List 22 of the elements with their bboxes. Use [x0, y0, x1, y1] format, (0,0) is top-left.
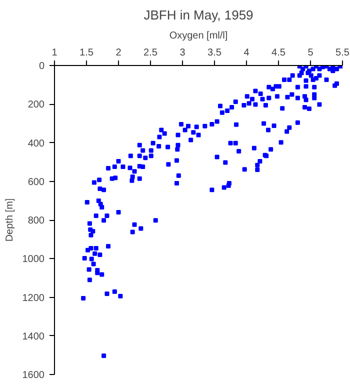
- y-tick-label: 1400: [22, 331, 45, 342]
- y-tick-label: 800: [28, 216, 45, 226]
- y-axis-title: Depth [m]: [4, 198, 16, 242]
- x-tick-label: 3.5: [208, 48, 222, 58]
- y-tick-label: 600: [28, 176, 45, 188]
- x-tick-label: 1: [52, 48, 58, 58]
- x-tick-label: 5.5: [336, 48, 350, 58]
- x-tick-label: 3: [180, 48, 186, 58]
- chart-title: JBFH in May, 1959: [144, 8, 254, 22]
- x-tick-label: 4: [244, 48, 250, 58]
- y-tick-label: 200: [28, 100, 45, 111]
- x-tick-label: 1.5: [80, 48, 94, 58]
- x-tick-label: 5: [308, 48, 314, 58]
- y-tick-label: 0: [38, 61, 45, 72]
- y-tick-label: 1600: [22, 370, 45, 381]
- y-tick-label: 400: [28, 138, 45, 150]
- x-axis-title: Oxygen [ml/l]: [169, 30, 228, 42]
- x-tick-label: 2.5: [144, 48, 158, 58]
- x-tick-label: 4.5: [272, 48, 286, 58]
- x-tick-label: 2: [116, 48, 122, 58]
- y-tick-label: 1200: [22, 292, 45, 304]
- y-tick-label: 1000: [22, 254, 45, 266]
